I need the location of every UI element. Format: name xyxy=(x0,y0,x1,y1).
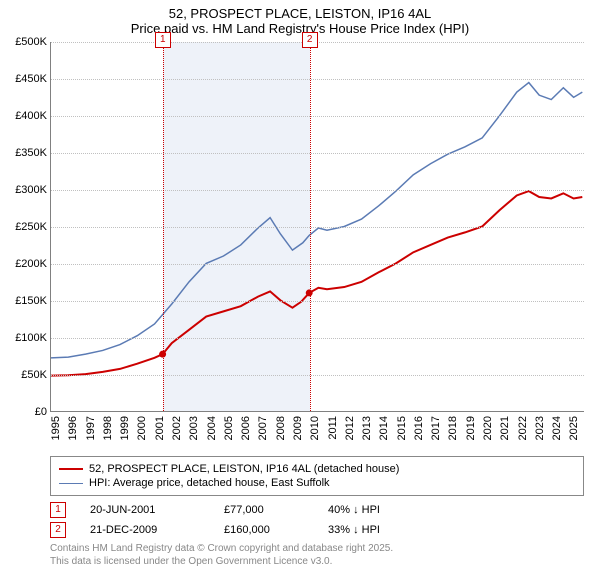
x-tick-label: 2012 xyxy=(344,416,356,440)
x-tick-label: 2020 xyxy=(482,416,494,440)
x-tick-label: 2004 xyxy=(206,416,218,440)
x-tick-label: 1996 xyxy=(67,416,79,440)
sale-date-2: 21-DEC-2009 xyxy=(90,524,200,536)
x-tick-label: 2011 xyxy=(327,416,339,440)
y-tick-label: £100K xyxy=(3,332,47,344)
sale-row-2: 2 21-DEC-2009 £160,000 33% ↓ HPI xyxy=(50,522,584,538)
x-tick-label: 2024 xyxy=(551,416,563,440)
plot-area: £0£50K£100K£150K£200K£250K£300K£350K£400… xyxy=(50,42,584,412)
y-tick-label: £400K xyxy=(3,110,47,122)
sale-diff-2: 33% ↓ HPI xyxy=(328,524,428,536)
sale-marker-flag: 1 xyxy=(155,32,171,48)
legend: 52, PROSPECT PLACE, LEISTON, IP16 4AL (d… xyxy=(50,456,584,496)
x-tick-label: 2009 xyxy=(292,416,304,440)
y-tick-label: £200K xyxy=(3,258,47,270)
legend-swatch-hpi xyxy=(59,483,83,484)
title-subtitle: Price paid vs. HM Land Registry's House … xyxy=(0,21,600,36)
y-tick-label: £0 xyxy=(3,406,47,418)
y-tick-label: £500K xyxy=(3,36,47,48)
x-tick-label: 1998 xyxy=(102,416,114,440)
x-tick-label: 2003 xyxy=(188,416,200,440)
x-tick-label: 2005 xyxy=(223,416,235,440)
x-axis-ticks: 1995 1996 1997 1998 1999 2000 2001 2002 2003 2004… xyxy=(50,412,584,452)
legend-row-2: HPI: Average price, detached house, East… xyxy=(59,477,575,489)
y-tick-label: £450K xyxy=(3,73,47,85)
x-tick-label: 2008 xyxy=(275,416,287,440)
y-tick-label: £50K xyxy=(3,369,47,381)
title-address: 52, PROSPECT PLACE, LEISTON, IP16 4AL xyxy=(0,6,600,21)
legend-swatch-price-paid xyxy=(59,468,83,470)
x-tick-label: 2025 xyxy=(568,416,580,440)
x-tick-label: 2006 xyxy=(240,416,252,440)
x-tick-label: 2001 xyxy=(154,416,166,440)
x-tick-label: 2023 xyxy=(534,416,546,440)
x-tick-label: 1997 xyxy=(85,416,97,440)
title-block: 52, PROSPECT PLACE, LEISTON, IP16 4AL Pr… xyxy=(0,0,600,38)
sale-marker-flag: 2 xyxy=(302,32,318,48)
x-tick-label: 2021 xyxy=(499,416,511,440)
footer-line-1: Contains HM Land Registry data © Crown c… xyxy=(50,542,584,555)
x-tick-label: 2013 xyxy=(361,416,373,440)
footer-line-2: This data is licensed under the Open Gov… xyxy=(50,555,584,568)
x-tick-label: 2019 xyxy=(465,416,477,440)
y-tick-label: £300K xyxy=(3,184,47,196)
sale-row-1: 1 20-JUN-2001 £77,000 40% ↓ HPI xyxy=(50,502,584,518)
legend-label-hpi: HPI: Average price, detached house, East… xyxy=(89,477,330,489)
x-tick-label: 2002 xyxy=(171,416,183,440)
sale-date-1: 20-JUN-2001 xyxy=(90,504,200,516)
x-tick-label: 2007 xyxy=(257,416,269,440)
sale-marker-1: 1 xyxy=(50,502,66,518)
sale-diff-1: 40% ↓ HPI xyxy=(328,504,428,516)
y-tick-label: £250K xyxy=(3,221,47,233)
x-tick-label: 1995 xyxy=(50,416,62,440)
x-tick-label: 2010 xyxy=(309,416,321,440)
chart-container: 52, PROSPECT PLACE, LEISTON, IP16 4AL Pr… xyxy=(0,0,600,568)
sale-price-2: £160,000 xyxy=(224,524,304,536)
x-tick-label: 2022 xyxy=(517,416,529,440)
x-tick-label: 2015 xyxy=(396,416,408,440)
x-tick-label: 2017 xyxy=(430,416,442,440)
x-tick-label: 2018 xyxy=(447,416,459,440)
sale-price-1: £77,000 xyxy=(224,504,304,516)
x-tick-label: 2014 xyxy=(378,416,390,440)
x-tick-label: 1999 xyxy=(119,416,131,440)
sale-annotations: 1 20-JUN-2001 £77,000 40% ↓ HPI 2 21-DEC… xyxy=(50,502,584,538)
footer-attribution: Contains HM Land Registry data © Crown c… xyxy=(50,542,584,568)
legend-label-price-paid: 52, PROSPECT PLACE, LEISTON, IP16 4AL (d… xyxy=(89,463,399,475)
legend-row-1: 52, PROSPECT PLACE, LEISTON, IP16 4AL (d… xyxy=(59,463,575,475)
sale-marker-2: 2 xyxy=(50,522,66,538)
x-tick-label: 2000 xyxy=(136,416,148,440)
y-tick-label: £350K xyxy=(3,147,47,159)
y-tick-label: £150K xyxy=(3,295,47,307)
x-tick-label: 2016 xyxy=(413,416,425,440)
